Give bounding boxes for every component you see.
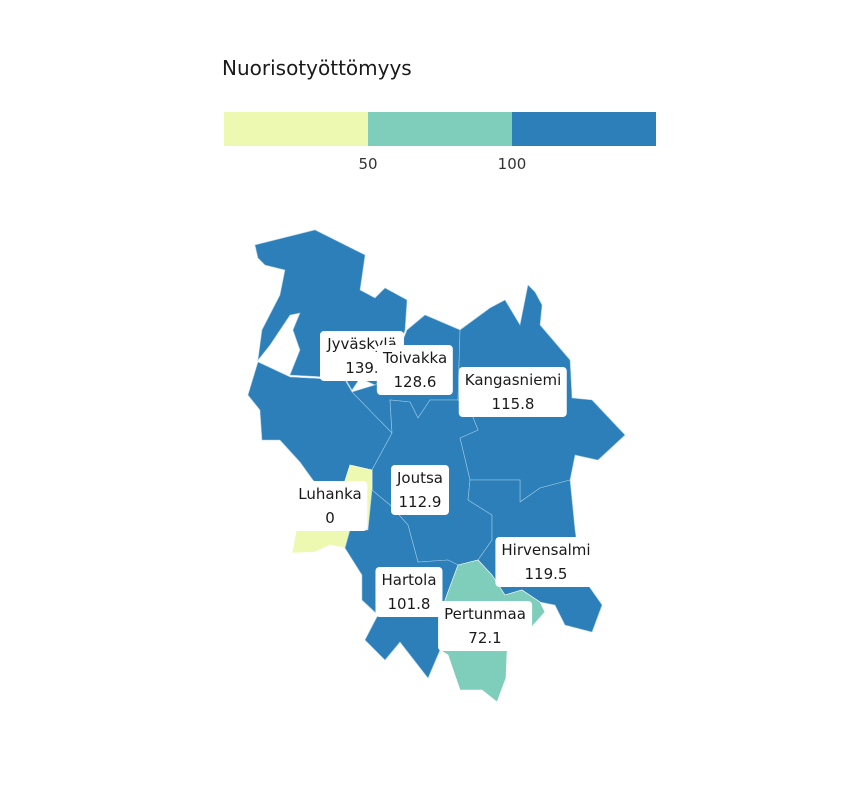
legend-segment-high bbox=[512, 112, 656, 146]
label-hirvensalmi: Hirvensalmi 119.5 bbox=[495, 537, 597, 587]
label-hartola-name: Hartola bbox=[381, 571, 437, 589]
label-toivakka-value: 128.6 bbox=[393, 373, 437, 391]
legend-tick-50: 50 bbox=[358, 155, 378, 173]
label-joutsa-value: 112.9 bbox=[398, 493, 442, 511]
label-kangasniemi-name: Kangasniemi bbox=[464, 371, 562, 389]
legend-segment-low bbox=[224, 112, 368, 146]
legend-segment-mid bbox=[368, 112, 512, 146]
label-pertunmaa: Pertunmaa 72.1 bbox=[438, 601, 532, 651]
label-kangasniemi-value: 115.8 bbox=[491, 395, 535, 413]
label-joutsa-name: Joutsa bbox=[397, 469, 443, 487]
label-toivakka: Toivakka 128.6 bbox=[376, 345, 454, 395]
label-pertunmaa-name: Pertunmaa bbox=[444, 605, 526, 623]
label-hartola-value: 101.8 bbox=[387, 595, 431, 613]
label-jyvaskyla-value: 139. bbox=[345, 359, 379, 377]
label-pertunmaa-value: 72.1 bbox=[468, 629, 502, 647]
label-luhanka-name: Luhanka bbox=[298, 485, 362, 503]
legend-tick-100: 100 bbox=[497, 155, 527, 173]
label-hirvensalmi-value: 119.5 bbox=[524, 565, 568, 583]
label-joutsa: Joutsa 112.9 bbox=[391, 465, 449, 515]
legend-color-bar bbox=[224, 112, 656, 146]
label-hartola: Hartola 101.8 bbox=[375, 567, 443, 617]
legend-title: Nuorisotyöttömyys bbox=[222, 56, 412, 80]
label-toivakka-name: Toivakka bbox=[382, 349, 448, 367]
label-luhanka: Luhanka 0 bbox=[292, 481, 368, 531]
label-hirvensalmi-name: Hirvensalmi bbox=[501, 541, 591, 559]
label-kangasniemi: Kangasniemi 115.8 bbox=[458, 367, 568, 417]
label-luhanka-value: 0 bbox=[325, 509, 335, 527]
